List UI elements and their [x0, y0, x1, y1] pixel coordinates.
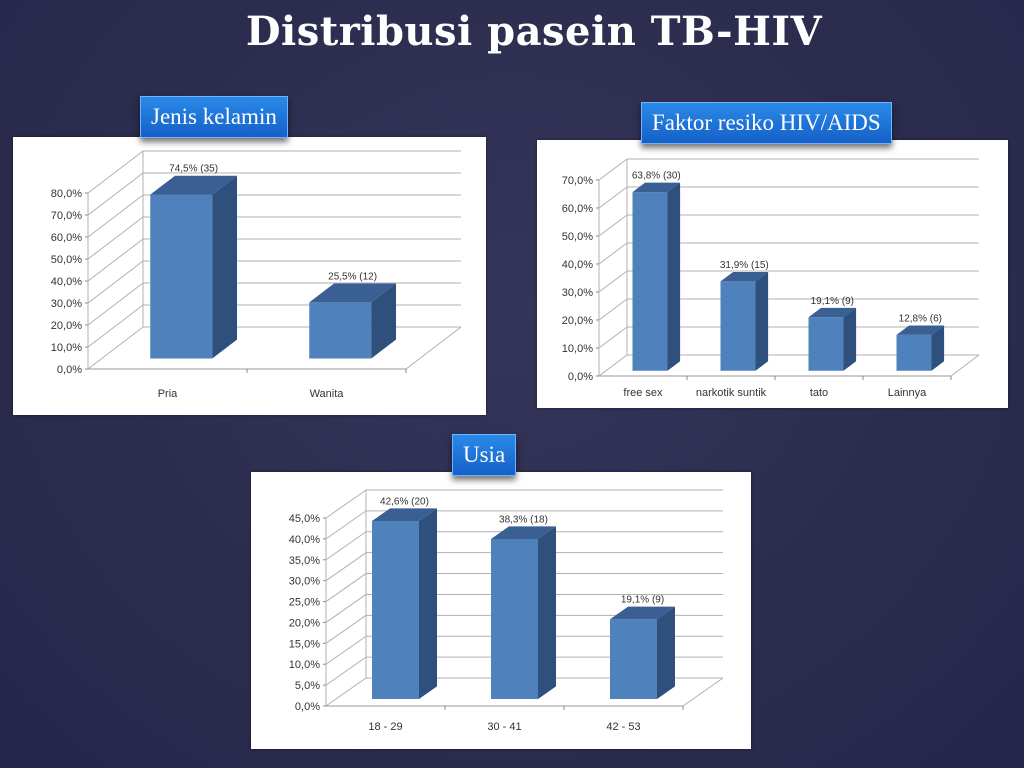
data-label: 74,5% (35)	[169, 164, 218, 175]
bar-18-29	[372, 508, 437, 699]
y-tick-label: 50,0%	[562, 231, 593, 243]
y-tick-label: 70,0%	[562, 175, 593, 187]
data-label: 63,8% (30)	[632, 171, 681, 182]
x-category-label: Lainnya	[888, 387, 927, 399]
bar-narkotik-suntik	[720, 271, 769, 371]
x-category-label: 42 - 53	[606, 721, 640, 733]
x-category-label: free sex	[623, 387, 663, 399]
slide-title: Distribusi pasein TB-HIV	[245, 8, 823, 55]
bar-free-sex	[632, 182, 681, 371]
y-tick-label: 40,0%	[51, 276, 82, 288]
y-tick-label: 5,0%	[295, 680, 320, 692]
bar-wanita	[309, 283, 396, 359]
y-tick-label: 40,0%	[289, 534, 320, 546]
y-tick-label: 30,0%	[289, 576, 320, 588]
bar-pria	[150, 175, 237, 359]
data-label: 12,8% (6)	[899, 313, 942, 324]
y-tick-label: 15,0%	[289, 638, 320, 650]
y-tick-label: 10,0%	[289, 659, 320, 671]
x-category-label: Pria	[158, 388, 178, 400]
bar-30-41	[491, 526, 556, 699]
data-label: 38,3% (18)	[499, 514, 548, 525]
y-tick-label: 0,0%	[568, 371, 593, 383]
data-label: 42,6% (20)	[380, 496, 429, 507]
y-tick-label: 30,0%	[51, 298, 82, 310]
bar-lainnya	[896, 325, 945, 371]
risk-chart: 0,0% 10,0% 20,0% 30,0% 40,0% 50,0% 60,0% 70,0% 6…	[562, 158, 980, 399]
age-chart: 0,0% 5,0% 10,0% 15,0% 20,0% 25,0% 30,0% 35,0% 40…	[289, 489, 724, 733]
y-tick-label: 45,0%	[289, 513, 320, 525]
y-tick-label: 20,0%	[562, 315, 593, 327]
y-tick-label: 20,0%	[289, 617, 320, 629]
risk-badge: Faktor resiko HIV/AIDS	[641, 102, 892, 144]
x-category-label: Wanita	[310, 388, 345, 400]
gender-badge: Jenis kelamin	[140, 96, 288, 138]
y-tick-label: 60,0%	[51, 232, 82, 244]
y-tick-label: 35,0%	[289, 555, 320, 567]
y-tick-label: 80,0%	[51, 188, 82, 200]
y-tick-label: 25,0%	[289, 597, 320, 609]
y-tick-label: 40,0%	[562, 259, 593, 271]
risk-chart-panel: 0,0% 10,0% 20,0% 30,0% 40,0% 50,0% 60,0% 70,0% 6…	[537, 140, 1008, 408]
age-chart-panel: 0,0% 5,0% 10,0% 15,0% 20,0% 25,0% 30,0% 35,0% 40…	[251, 472, 751, 749]
bar-42-53	[610, 606, 675, 699]
x-category-label: 30 - 41	[487, 721, 521, 733]
bar-tato	[808, 307, 857, 371]
gender-chart: 0,0% 10,0% 20,0% 30,0% 40,0% 50,0% 60,0% 70,0% 8…	[51, 150, 462, 400]
age-badge: Usia	[452, 434, 517, 476]
y-tick-label: 60,0%	[562, 203, 593, 215]
y-tick-label: 50,0%	[51, 254, 82, 266]
y-tick-label: 10,0%	[562, 343, 593, 355]
data-label: 31,9% (15)	[720, 260, 769, 271]
y-tick-label: 0,0%	[295, 701, 320, 713]
y-tick-label: 30,0%	[562, 287, 593, 299]
data-label: 25,5% (12)	[328, 272, 377, 283]
data-label: 19,1% (9)	[621, 595, 664, 606]
y-tick-label: 20,0%	[51, 320, 82, 332]
y-tick-label: 0,0%	[57, 364, 82, 376]
y-tick-label: 70,0%	[51, 210, 82, 222]
x-category-label: narkotik suntik	[696, 387, 767, 399]
y-tick-label: 10,0%	[51, 342, 82, 354]
data-label: 19,1% (9)	[811, 296, 854, 307]
x-category-label: 18 - 29	[368, 721, 402, 733]
x-category-label: tato	[810, 387, 828, 399]
gender-chart-panel: 0,0% 10,0% 20,0% 30,0% 40,0% 50,0% 60,0% 70,0% 8…	[13, 137, 486, 415]
